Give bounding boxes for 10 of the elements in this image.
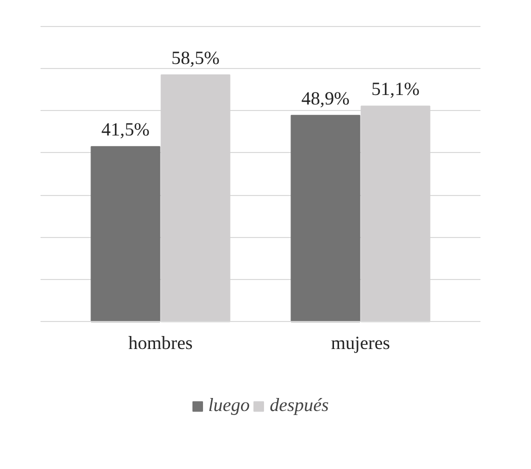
legend-label: luego: [208, 395, 250, 417]
legend-label: después: [270, 395, 329, 417]
data-label: 48,9%: [301, 88, 350, 110]
bar: [290, 114, 360, 322]
data-label: 58,5%: [171, 48, 220, 69]
bar: [90, 146, 160, 322]
x-tick-label: hombres: [128, 332, 193, 354]
data-label: 41,5%: [101, 120, 150, 141]
data-label: 51,1%: [371, 79, 420, 100]
x-tick-label: mujeres: [330, 332, 390, 354]
